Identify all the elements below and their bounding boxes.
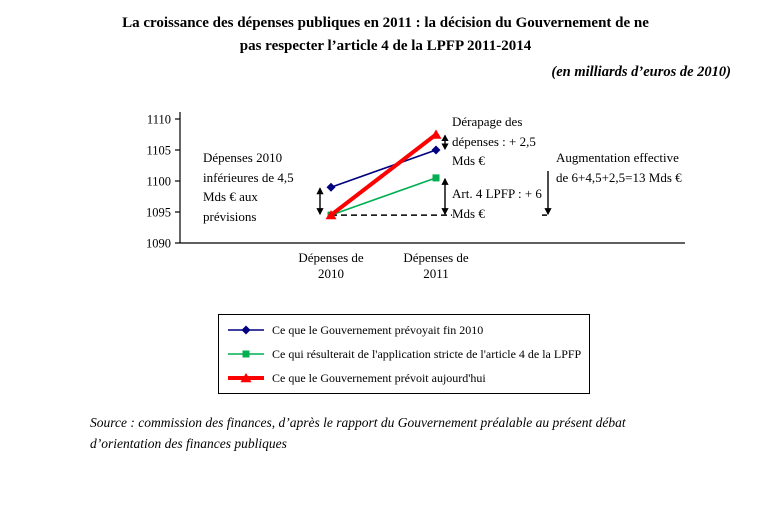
legend-item: Ce que le Gouvernement prévoit aujourd'h… [227,366,581,390]
legend-marker-triangle-line [227,371,265,385]
legend-item: Ce que le Gouvernement prévoyait fin 201… [227,318,581,342]
chart-title-line-2: pas respecter l’article 4 de la LPFP 201… [239,38,532,55]
source-note: Source : commission des finances, d’aprè… [90,415,626,451]
chart-legend: Ce que le Gouvernement prévoyait fin 201… [218,314,591,394]
chart-title: La croissance des dépenses publiques en … [0,12,771,59]
arrow-head-down [441,143,449,150]
arrow-head-up [316,187,324,195]
arrow-head-down [441,208,449,216]
annotation-derapage: Dérapage des dépenses : + 2,5 Mds € [452,112,554,171]
triangle-marker [325,210,337,220]
series-line-0 [330,149,437,188]
legend-label: Ce que le Gouvernement prévoyait fin 201… [272,322,484,337]
y-tick-label: 1100 [146,175,171,189]
series-line-1 [330,177,437,216]
chart-title-line-1: La croissance des dépenses publiques en … [122,15,649,31]
chart-plot: 1090 1095 1100 1105 1110 [146,112,685,251]
x-axis-label-2011: Dépenses de 2011 [403,250,469,282]
series-line-2 [329,132,438,217]
arrow-head-down [544,208,552,216]
diamond-marker [241,325,251,335]
legend-label: Ce que le Gouvernement prévoit aujourd'h… [272,370,486,385]
legend-marker-square-line [227,347,265,361]
legend-item: Ce qui résulterait de l'application stri… [227,342,581,366]
arrow-head-up [441,177,449,185]
triangle-marker [430,129,442,139]
annotation-art4-lpfp: Art. 4 LPFP : + 6 Mds € [452,184,542,223]
x-axis-label-2010: Dépenses de 2010 [298,250,364,282]
chart-subtitle: (en milliards d’euros de 2010) [551,64,731,80]
square-marker [432,174,440,182]
diamond-marker [326,182,336,192]
legend-label: Ce qui résulterait de l'application stri… [272,346,582,361]
annotation-depenses-2010: Dépenses 2010 inférieures de 4,5 Mds € a… [203,148,305,226]
arrow-head-down [316,208,324,216]
chart-area: 1090 1095 1100 1105 1110 Dépenses 2010 infér… [0,108,771,293]
arrow-head-up [441,134,449,141]
y-tick-label: 1090 [146,237,171,251]
y-tick-label: 1095 [146,206,171,220]
y-tick-label: 1105 [146,144,171,158]
legend-marker-diamond-line [227,323,265,337]
square-marker [242,350,250,358]
y-tick-label: 1110 [147,113,171,127]
triangle-marker [240,373,252,383]
diamond-marker [431,145,441,155]
annotation-augmentation-effective: Augmentation effective de 6+4,5+2,5=13 M… [556,148,690,187]
